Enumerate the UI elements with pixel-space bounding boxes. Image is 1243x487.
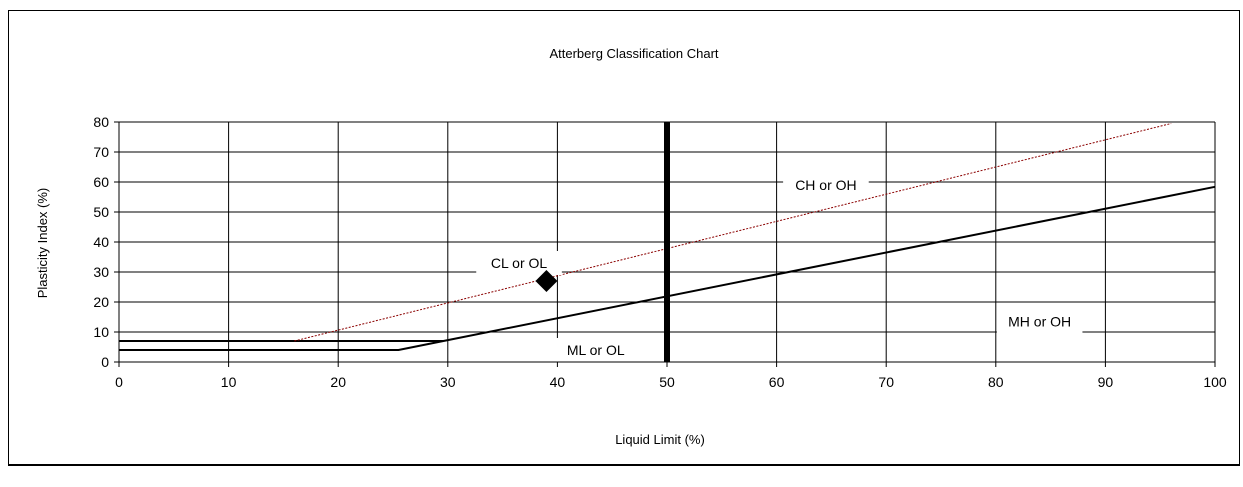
y-tick-label: 80 (93, 114, 109, 130)
annotation-box (552, 338, 639, 362)
x-tick-label: 50 (659, 374, 675, 390)
x-tick-label: 0 (115, 374, 123, 390)
annotation-box (783, 173, 869, 197)
chart-title: Atterberg Classification Chart (549, 46, 718, 61)
zone-label: ML or OL (567, 342, 625, 358)
y-tick-label: 70 (93, 144, 109, 160)
x-tick-label: 20 (330, 374, 346, 390)
annotation-box (996, 309, 1083, 334)
atterberg-chart: Atterberg Classification Chart Liquid Li… (35, 46, 1227, 447)
y-tick-label: 0 (101, 354, 109, 370)
zone-label: MH or OH (1008, 314, 1071, 330)
x-tick-label: 60 (769, 374, 785, 390)
zone-label: CL or OL (491, 255, 547, 271)
x-tick-label: 30 (440, 374, 456, 390)
annotation-box (476, 251, 562, 275)
y-tick-label: 10 (93, 324, 109, 340)
x-tick-label: 10 (221, 374, 237, 390)
y-tick-label: 60 (93, 174, 109, 190)
zone-label: CH or OH (795, 177, 856, 193)
y-tick-label: 50 (93, 204, 109, 220)
x-tick-label: 100 (1203, 374, 1227, 390)
series-u-line (294, 123, 1172, 342)
x-tick-label: 70 (878, 374, 894, 390)
x-axis-label: Liquid Limit (%) (615, 432, 705, 447)
series-a-line (119, 185, 1216, 351)
y-tick-label: 40 (93, 234, 109, 250)
chart-frame: Atterberg Classification Chart Liquid Li… (8, 10, 1240, 466)
y-tick-label: 20 (93, 294, 109, 310)
plot-area: 0 10 20 30 40 50 60 70 80 90 100 0 10 20 30 40 50 60 70 80 C… (93, 114, 1226, 390)
x-tick-label: 40 (550, 374, 566, 390)
y-axis-label: Plasticity Index (%) (35, 188, 50, 299)
sample-point-marker (535, 270, 558, 292)
y-tick-label: 30 (93, 264, 109, 280)
x-tick-label: 80 (988, 374, 1004, 390)
x-tick-label: 90 (1098, 374, 1114, 390)
